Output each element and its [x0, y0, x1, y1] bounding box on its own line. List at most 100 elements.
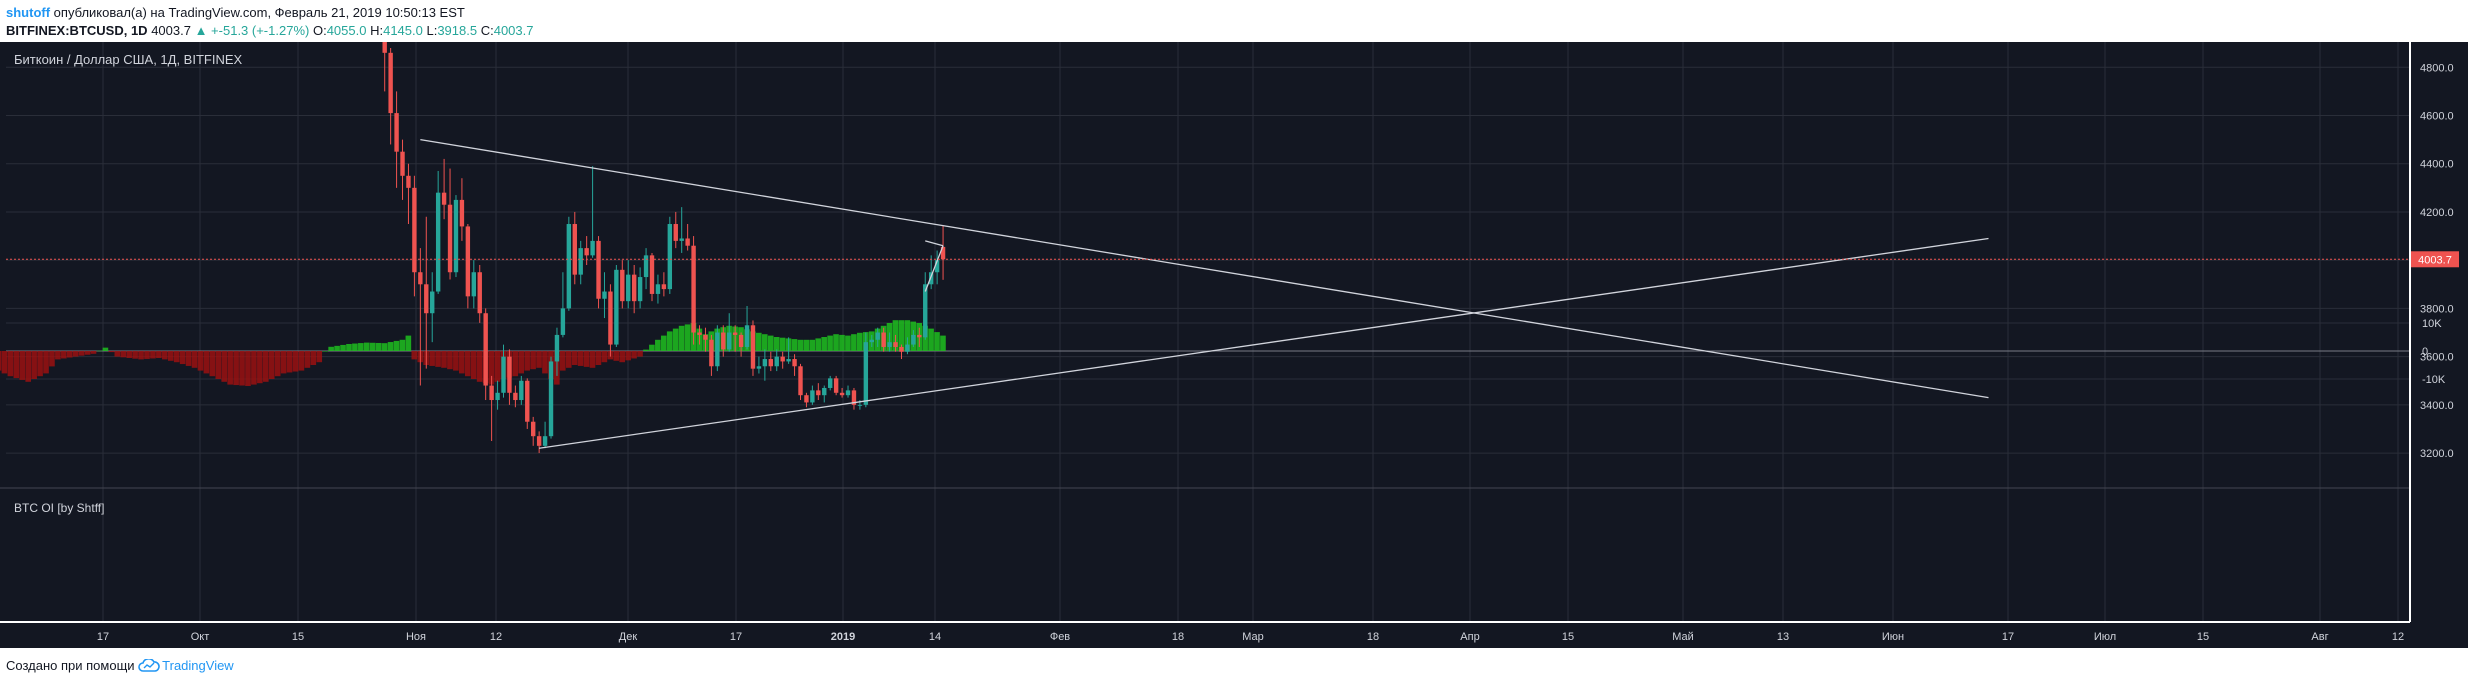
oscillator-bar: [684, 324, 691, 351]
time-tick-label: Май: [1672, 631, 1694, 643]
oscillator-bar: [803, 339, 810, 351]
oscillator-bar: [791, 339, 798, 351]
candle-body: [388, 52, 393, 114]
oscillator-bar: [577, 351, 584, 366]
oscillator-bar: [512, 351, 519, 377]
time-axis[interactable]: [0, 622, 2468, 648]
oscillator-bar: [245, 351, 251, 386]
candle-body: [768, 359, 773, 367]
oscillator-bar: [660, 335, 667, 351]
oscillator-title: BTC OI [by Shtff]: [14, 501, 104, 515]
candle-body: [845, 390, 851, 396]
oscillator-bar: [179, 351, 186, 365]
oscillator-bar: [66, 351, 73, 358]
tradingview-link[interactable]: TradingView: [162, 658, 234, 673]
oscillator-bar: [631, 351, 637, 359]
candle-body: [709, 339, 714, 367]
oscillator-bar: [767, 335, 774, 351]
oscillator-bar: [49, 351, 55, 367]
candle-body: [756, 366, 762, 369]
time-tick-label: Июн: [1882, 631, 1904, 643]
oscillator-bar: [96, 350, 103, 352]
oscillator-bar: [37, 351, 43, 377]
oscillator-bar: [84, 351, 91, 355]
candle-body: [483, 313, 488, 386]
time-tick-label: Авг: [2311, 631, 2328, 643]
oscillator-bar: [637, 351, 643, 357]
oscillator-bar: [203, 351, 210, 374]
oscillator-bar: [518, 351, 525, 374]
time-tick-label: Апр: [1460, 631, 1479, 643]
candle-body: [732, 332, 738, 335]
candle-body: [608, 291, 613, 345]
close-value: 4003.7: [493, 23, 534, 38]
candle-body: [447, 204, 453, 273]
oscillator-bar: [358, 343, 364, 351]
oscillator-bar: [619, 351, 625, 363]
oscillator-bar: [464, 351, 471, 377]
candle-body: [507, 356, 512, 393]
oscillator-bar: [405, 335, 412, 351]
candle-body: [697, 332, 702, 335]
oscillator-bar: [851, 334, 857, 351]
oscillator-bar: [138, 351, 144, 360]
oscillator-bar: [613, 351, 620, 361]
oscillator-bar: [761, 334, 768, 351]
oscillator-bar: [185, 351, 192, 366]
candle-body: [531, 421, 536, 437]
oscillator-bar: [286, 351, 293, 373]
oscillator-bar: [779, 337, 786, 351]
oscillator-bar: [435, 351, 441, 367]
candle-body: [602, 291, 607, 299]
chart-canvas[interactable]: 4800.04600.04400.04200.04000.03800.03600…: [0, 42, 2468, 648]
price-tick-label: 4600.0: [2420, 111, 2454, 123]
created-with-text: Создано при помощи: [6, 658, 135, 673]
candle-body: [578, 248, 583, 275]
candle-body: [673, 224, 678, 241]
candle-body: [750, 325, 756, 369]
oscillator-bar: [369, 342, 376, 351]
time-tick-label: 13: [1777, 631, 1789, 643]
oscillator-bar: [821, 337, 827, 351]
oscillator-bar: [233, 351, 239, 386]
time-tick-label: 2019: [831, 631, 855, 643]
oscillator-bar: [845, 335, 851, 351]
oscillator-bar: [488, 351, 495, 385]
price-axis[interactable]: [2410, 42, 2468, 648]
oscillator-bar: [209, 351, 216, 377]
time-tick-label: 15: [1562, 631, 1574, 643]
oscillator-bar: [815, 338, 822, 351]
tradingview-cloud-icon: [138, 658, 160, 676]
oscillator-bar: [809, 339, 816, 351]
symbol-line: BITFINEX:BTCUSD, 1D 4003.7 ▲ +-51.3 (+-1…: [6, 23, 533, 38]
time-tick-label: 17: [730, 631, 742, 643]
oscillator-bar: [494, 351, 501, 382]
candle-body: [727, 332, 732, 350]
oscillator-bar: [601, 351, 608, 363]
close-label: C:: [480, 23, 494, 38]
oscillator-bar: [78, 351, 85, 356]
candle-body: [418, 272, 423, 285]
high-value: 4145.0: [383, 23, 423, 38]
candle-body: [679, 238, 684, 241]
oscillator-bar: [0, 351, 2, 371]
oscillator-bar: [934, 332, 940, 351]
oscillator-bar: [239, 351, 245, 386]
candle-body: [703, 334, 708, 340]
oscillator-bar: [441, 351, 447, 368]
oscillator-bar: [625, 351, 631, 361]
candle-body: [721, 332, 726, 350]
oscillator-bar: [227, 351, 233, 385]
oscillator-bar: [571, 351, 578, 365]
candle-body: [412, 187, 417, 273]
candle-body: [839, 392, 845, 396]
candle-body: [465, 226, 471, 297]
oscillator-bar: [399, 339, 406, 351]
oscillator-bar: [453, 351, 459, 371]
author-link[interactable]: shutoff: [6, 5, 51, 20]
oscillator-bar: [55, 351, 61, 360]
oscillator-bar: [595, 351, 602, 365]
oscillator-bar: [268, 351, 275, 379]
footer: Создано при помощи TradingView: [6, 658, 234, 676]
candle-body: [637, 277, 643, 302]
